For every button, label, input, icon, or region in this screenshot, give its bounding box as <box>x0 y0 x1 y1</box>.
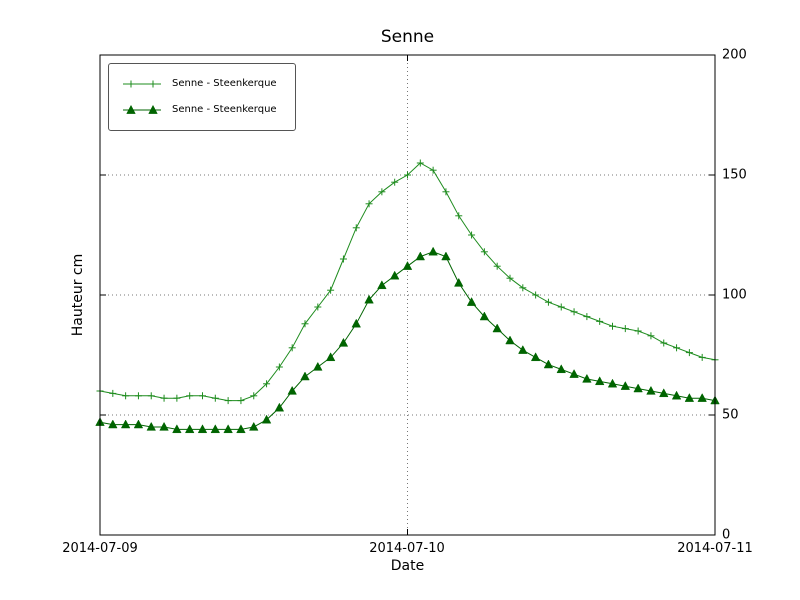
legend-label: Senne - Steenkerque <box>172 78 277 89</box>
legend-item: Senne - Steenkerque <box>109 71 295 97</box>
x-tick-label: 2014-07-11 <box>677 541 753 556</box>
chart-title: Senne <box>380 27 435 47</box>
y-tick-label: 50 <box>722 407 739 423</box>
y-tick-label: 100 <box>722 287 747 303</box>
y-tick-label: 150 <box>722 167 747 183</box>
x-tick-label: 2014-07-10 <box>369 541 445 556</box>
y-tick-label: 0 <box>722 527 731 543</box>
legend-label: Senne - Steenkerque <box>172 104 277 115</box>
x-axis-label: Date <box>390 558 425 574</box>
legend-plus-line-icon <box>123 80 161 88</box>
legend-triangle-line-icon <box>123 104 161 114</box>
x-tick-label: 2014-07-09 <box>62 541 138 556</box>
legend: Senne - Steenkerque Senne - Steenkerque <box>108 63 296 131</box>
y-tick-label: 200 <box>722 47 747 63</box>
y-axis-label: Hauteur cm <box>70 253 86 337</box>
legend-item: Senne - Steenkerque <box>109 97 295 123</box>
